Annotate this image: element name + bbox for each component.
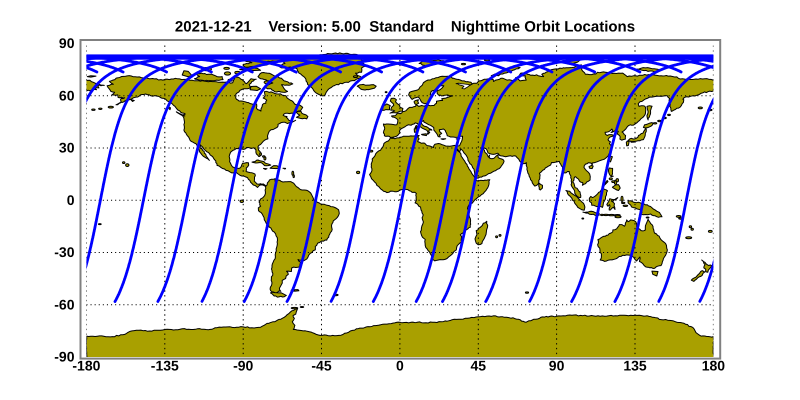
svg-text:60: 60 (59, 87, 75, 103)
svg-text:45: 45 (471, 358, 487, 374)
svg-text:0: 0 (396, 358, 404, 374)
svg-text:-90: -90 (233, 358, 253, 374)
svg-text:90: 90 (549, 358, 565, 374)
svg-text:30: 30 (59, 140, 75, 156)
svg-text:-180: -180 (72, 358, 100, 374)
svg-text:135: 135 (623, 358, 647, 374)
svg-text:0: 0 (67, 192, 75, 208)
svg-text:-60: -60 (54, 296, 74, 312)
svg-text:-90: -90 (54, 349, 74, 365)
svg-text:180: 180 (702, 358, 726, 374)
svg-text:90: 90 (59, 35, 75, 51)
svg-text:-45: -45 (311, 358, 331, 374)
svg-text:-30: -30 (54, 244, 74, 260)
svg-text:-135: -135 (151, 358, 179, 374)
svg-text:2021-12-21 Version: 5.00 S: 2021-12-21 Version: 5.00 Standard Nightt… (175, 19, 635, 36)
